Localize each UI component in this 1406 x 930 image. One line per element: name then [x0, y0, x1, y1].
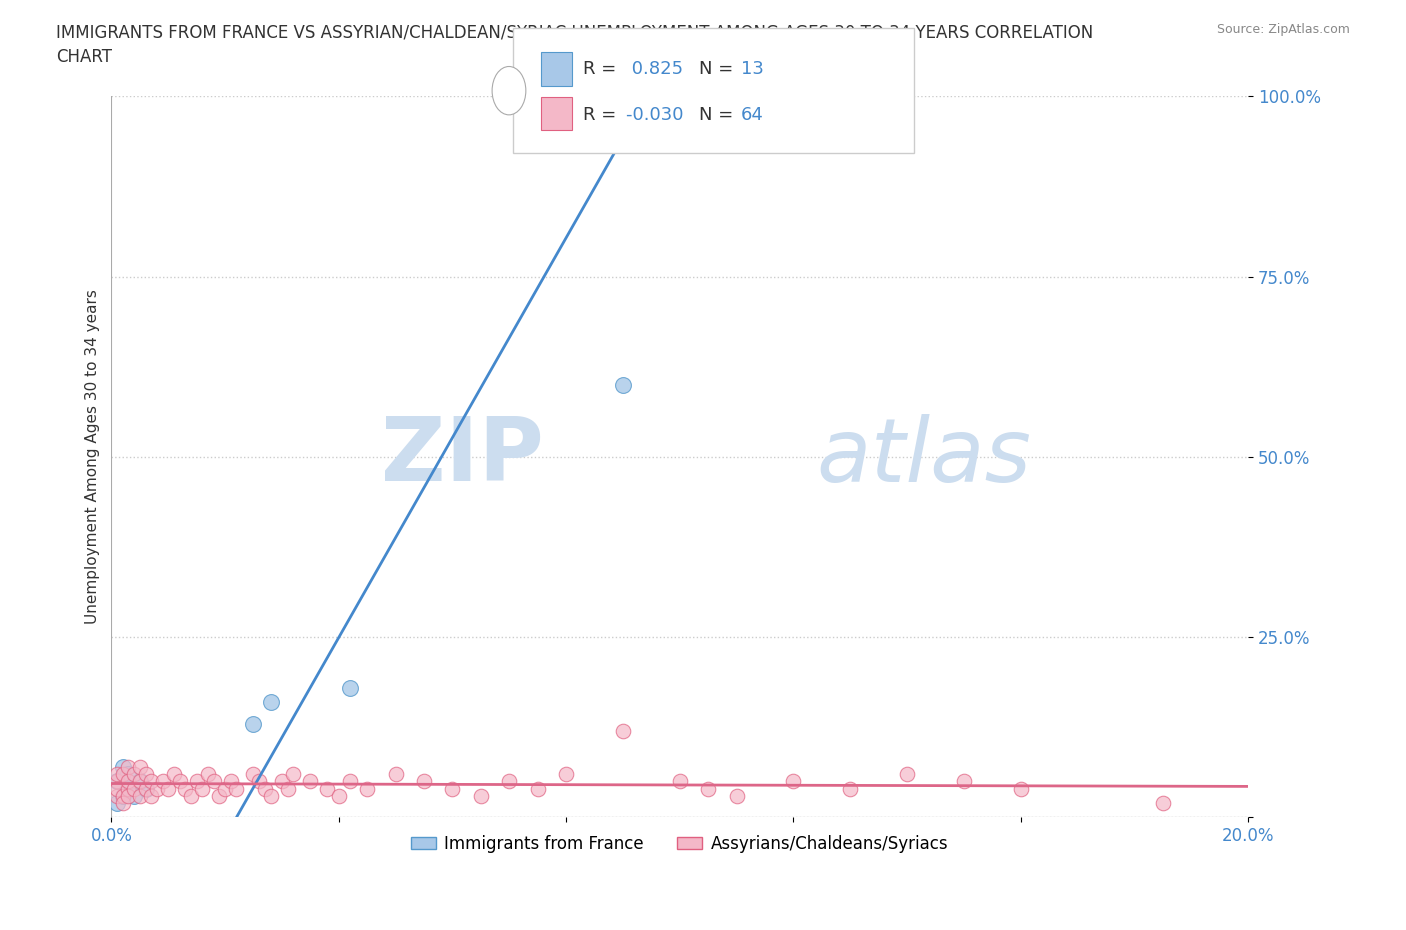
Point: [122, 781, 145, 796]
Point: [117, 781, 139, 796]
Point: [339, 680, 361, 695]
Point: [202, 774, 225, 789]
Point: [413, 774, 436, 789]
Point: [105, 774, 128, 789]
Point: [668, 774, 690, 789]
Point: [316, 781, 339, 796]
Point: [141, 774, 163, 789]
Point: [725, 789, 748, 804]
Point: [141, 789, 163, 804]
Point: [270, 774, 292, 789]
Point: [247, 774, 270, 789]
Point: [128, 774, 150, 789]
Point: [105, 789, 128, 804]
Point: [111, 795, 134, 810]
Point: [1152, 795, 1174, 810]
Legend: Immigrants from France, Assyrians/Chaldeans/Syriacs: Immigrants from France, Assyrians/Chalde…: [405, 829, 955, 859]
Point: [105, 766, 128, 781]
Point: [117, 760, 139, 775]
Text: atlas: atlas: [815, 414, 1031, 500]
Point: [259, 695, 281, 710]
Point: [555, 766, 578, 781]
Point: [612, 724, 634, 738]
Point: [219, 774, 242, 789]
Point: [1010, 781, 1032, 796]
Text: R =: R =: [583, 106, 623, 125]
Text: CHART: CHART: [56, 48, 112, 66]
Point: [259, 789, 281, 804]
Point: [111, 789, 134, 804]
Text: -0.030: -0.030: [626, 106, 689, 125]
Point: [697, 781, 720, 796]
Point: [384, 766, 406, 781]
Point: [122, 789, 145, 804]
Point: [128, 760, 150, 775]
Point: [339, 774, 361, 789]
Point: [283, 766, 305, 781]
Point: [526, 781, 548, 796]
Point: [214, 781, 236, 796]
Text: 0.825: 0.825: [626, 60, 689, 78]
Point: [328, 789, 350, 804]
Text: R =: R =: [583, 60, 623, 78]
Point: [157, 781, 180, 796]
Point: [128, 774, 150, 789]
Y-axis label: Unemployment Among Ages 30 to 34 years: Unemployment Among Ages 30 to 34 years: [86, 289, 100, 624]
Point: [117, 789, 139, 804]
Point: [122, 766, 145, 781]
Point: [152, 774, 174, 789]
Point: [253, 781, 276, 796]
Point: [191, 781, 214, 796]
Point: [225, 781, 247, 796]
Point: [299, 774, 322, 789]
Point: [242, 716, 264, 731]
Point: [117, 766, 139, 781]
Text: N =: N =: [699, 106, 738, 125]
Point: [117, 781, 139, 796]
Point: [117, 774, 139, 789]
Point: [197, 766, 219, 781]
Point: [186, 774, 208, 789]
Point: [782, 774, 804, 789]
Point: [163, 766, 186, 781]
Point: [111, 789, 134, 804]
Point: [208, 789, 231, 804]
Point: [470, 789, 492, 804]
Text: 64: 64: [741, 106, 763, 125]
Point: [105, 774, 128, 789]
Point: [134, 781, 156, 796]
Point: [146, 781, 169, 796]
Point: [174, 781, 197, 796]
Point: [105, 781, 128, 796]
Point: [498, 774, 520, 789]
Point: [134, 781, 156, 796]
Text: IMMIGRANTS FROM FRANCE VS ASSYRIAN/CHALDEAN/SYRIAC UNEMPLOYMENT AMONG AGES 30 TO: IMMIGRANTS FROM FRANCE VS ASSYRIAN/CHALD…: [56, 23, 1094, 41]
Point: [441, 781, 464, 796]
Text: N =: N =: [699, 60, 738, 78]
Text: Source: ZipAtlas.com: Source: ZipAtlas.com: [1216, 23, 1350, 36]
Point: [356, 781, 378, 796]
Point: [277, 781, 299, 796]
Point: [242, 766, 264, 781]
Point: [953, 774, 976, 789]
Point: [128, 789, 150, 804]
Point: [134, 766, 156, 781]
Point: [105, 795, 128, 810]
Point: [111, 760, 134, 775]
Text: ZIP: ZIP: [381, 414, 543, 500]
Point: [111, 766, 134, 781]
Point: [839, 781, 862, 796]
Point: [612, 378, 634, 392]
Point: [896, 766, 918, 781]
Point: [169, 774, 191, 789]
Text: 13: 13: [741, 60, 763, 78]
Point: [180, 789, 202, 804]
